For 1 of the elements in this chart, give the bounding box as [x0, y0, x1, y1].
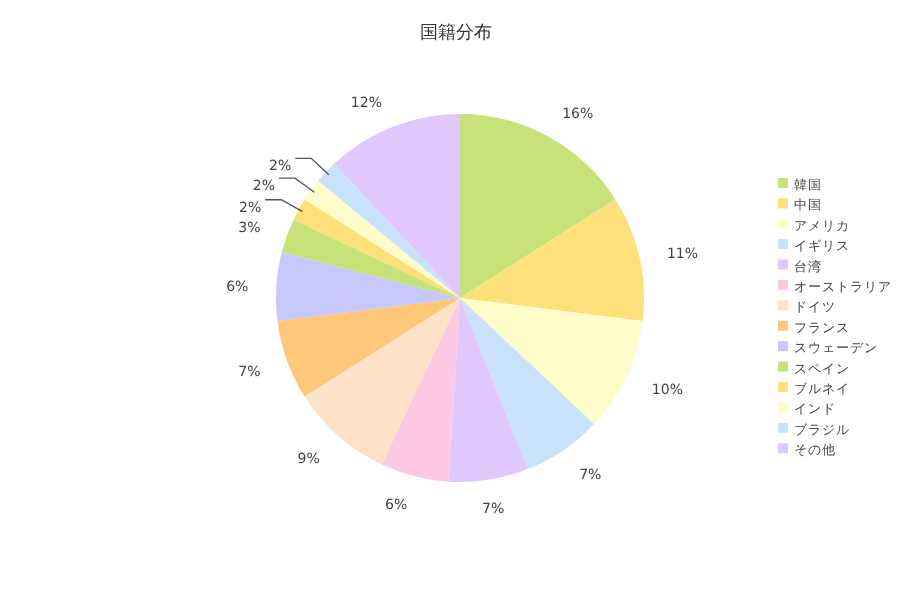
- title: 国籍分布: [420, 24, 492, 44]
